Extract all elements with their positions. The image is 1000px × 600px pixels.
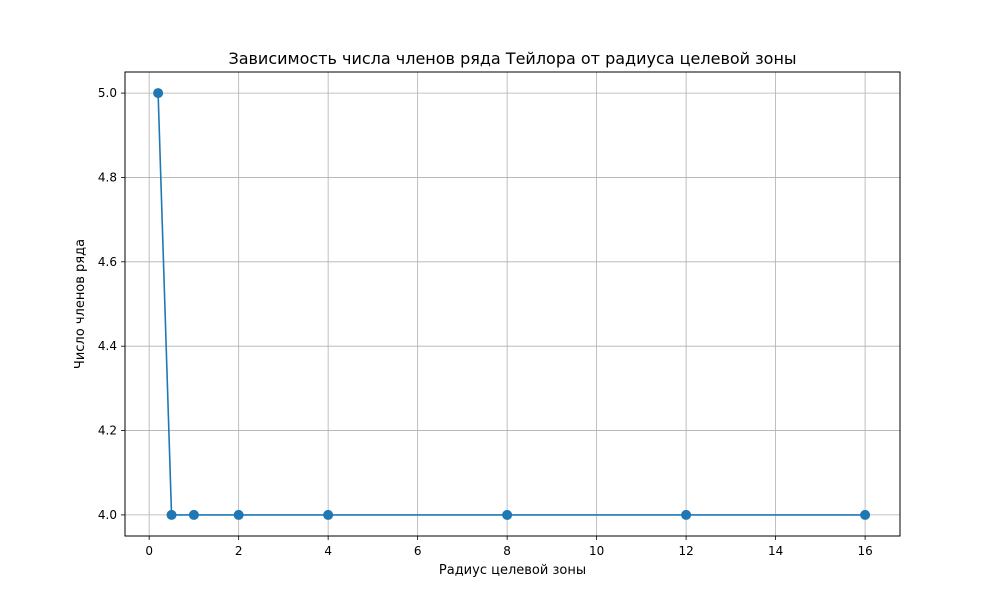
y-tick-label: 4.0 xyxy=(98,508,117,522)
x-tick-label: 12 xyxy=(678,544,693,558)
x-axis-label: Радиус целевой зоны xyxy=(439,563,586,578)
y-tick-label: 5.0 xyxy=(98,86,117,100)
x-tick-label: 14 xyxy=(768,544,783,558)
data-point xyxy=(681,509,692,520)
y-tick-label: 4.2 xyxy=(98,424,117,438)
y-tick-label: 4.6 xyxy=(98,255,117,269)
data-point xyxy=(323,509,334,520)
y-axis-label: Число членов ряда xyxy=(73,239,88,369)
x-tick-label: 2 xyxy=(235,544,243,558)
data-point xyxy=(166,509,177,520)
x-tick-label: 0 xyxy=(145,544,153,558)
data-point xyxy=(153,88,164,99)
chart-title: Зависимость числа членов ряда Тейлора от… xyxy=(228,49,796,68)
data-point xyxy=(188,509,199,520)
y-axis-ticks: 4.0 4.2 4.4 4.6 4.8 5.0 xyxy=(98,86,125,522)
y-tick-label: 4.8 xyxy=(98,170,117,184)
data-point xyxy=(233,509,244,520)
series-layer xyxy=(153,88,871,520)
data-point xyxy=(860,509,871,520)
x-tick-label: 10 xyxy=(589,544,604,558)
x-tick-label: 4 xyxy=(324,544,332,558)
x-tick-label: 8 xyxy=(503,544,511,558)
axes-frame xyxy=(124,71,901,537)
x-tick-label: 16 xyxy=(857,544,872,558)
y-tick-label: 4.4 xyxy=(98,339,117,353)
data-point xyxy=(502,509,513,520)
x-tick-label: 6 xyxy=(414,544,422,558)
x-axis-ticks: 0 2 4 6 8 10 12 14 16 xyxy=(145,536,873,558)
